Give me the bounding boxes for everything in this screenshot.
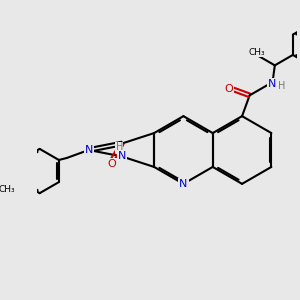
Text: H: H [116,142,123,152]
Text: O: O [224,84,233,94]
Text: N: N [267,79,276,88]
Text: CH₃: CH₃ [0,185,15,194]
Text: N: N [85,145,93,155]
Text: H: H [278,81,285,91]
Text: CH₃: CH₃ [248,48,265,57]
Text: N: N [118,152,126,161]
Text: O: O [107,159,116,169]
Text: N: N [179,179,188,189]
